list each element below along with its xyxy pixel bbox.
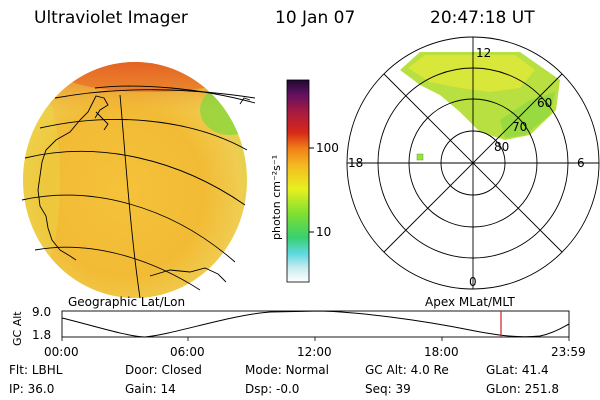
mlt-label-18: 18 [348, 156, 364, 170]
altitude-plot [61, 310, 570, 341]
apex-label: Apex MLat/MLT [425, 295, 515, 309]
coastline [37, 95, 251, 283]
earth-image [23, 62, 247, 298]
colorbar-tick-10: 10 [316, 225, 332, 239]
time-tick-2359: 23:59 [551, 345, 586, 359]
colorbar-unit-label: photon cm⁻²s⁻¹ [270, 154, 283, 240]
time-tick-0000: 00:00 [44, 345, 79, 359]
mlat-label-70: 70 [512, 120, 528, 134]
time-label: 20:47:18 UT [430, 8, 535, 28]
time-tick-1200: 12:00 [297, 345, 332, 359]
status-filter: Flt: LBHL [9, 363, 63, 377]
time-tick-0600: 06:00 [170, 345, 205, 359]
status-seq: Seq: 39 [365, 382, 411, 396]
instrument-title: Ultraviolet Imager [34, 8, 188, 28]
status-gc-alt: GC Alt: 4.0 Re [365, 363, 449, 377]
time-tick-1800: 18:00 [424, 345, 459, 359]
status-gain: Gain: 14 [125, 382, 176, 396]
alt-tick-1-8: 1.8 [32, 328, 52, 342]
alt-tick-9: 9.0 [32, 305, 52, 319]
status-ip: IP: 36.0 [9, 382, 55, 396]
mlat-label-80: 80 [494, 140, 510, 154]
status-dsp: Dsp: -0.0 [245, 382, 300, 396]
colorbar-tick-100: 100 [316, 141, 339, 155]
status-mode: Mode: Normal [245, 363, 329, 377]
mlt-label-0: 0 [469, 275, 477, 289]
gc-alt-axis-label: GC Alt [11, 311, 24, 346]
color-scale-bar [286, 79, 314, 283]
mlat-label-60: 60 [537, 96, 553, 110]
mlt-label-12: 12 [476, 46, 492, 60]
status-glon: GLon: 251.8 [486, 382, 559, 396]
date-label: 10 Jan 07 [275, 8, 356, 28]
polar-plot [346, 36, 600, 290]
mlt-label-6: 6 [577, 156, 585, 170]
geographic-grid [21, 85, 256, 299]
status-door: Door: Closed [125, 363, 202, 377]
geographic-label: Geographic Lat/Lon [68, 295, 186, 309]
status-glat: GLat: 41.4 [486, 363, 549, 377]
